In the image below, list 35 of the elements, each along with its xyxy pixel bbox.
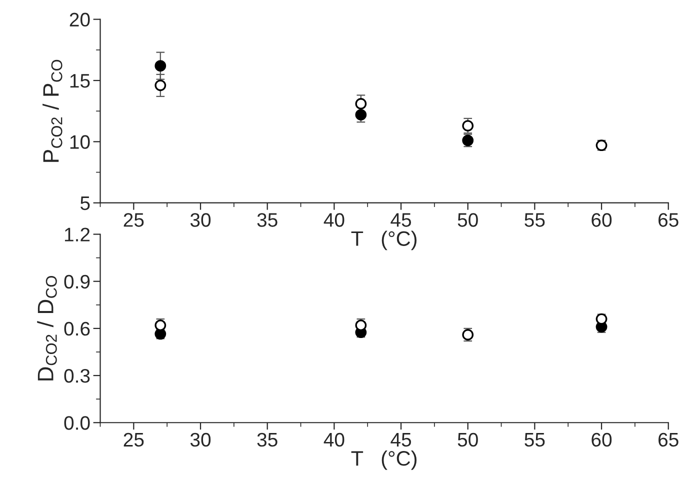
x-tick-label: 25 (124, 213, 144, 227)
y-axis-title: D$_{CO2}$ / D$_{CO}$ (37, 276, 57, 380)
y-tick-label: 20 (70, 12, 90, 27)
point (355, 98, 367, 110)
x-tick-label: 45 (390, 213, 412, 227)
y-axis-title: P$_{CO2}$ / P$_{CO}$ (42, 60, 62, 162)
y-tick-label: 0.6 (64, 322, 90, 336)
x-tick-label: 30 (190, 213, 211, 227)
x-tick-label: 55 (524, 433, 545, 447)
x-tick-label: 60 (592, 432, 612, 447)
point (355, 109, 367, 120)
y-tick-label: 0.3 (64, 369, 90, 383)
y-tick-label: 0.9 (64, 274, 90, 289)
x-tick-label: 65 (658, 432, 678, 447)
x-tick-label: 25 (124, 432, 144, 447)
x-tick-label: 60 (592, 213, 612, 227)
x-tick-label: 30 (190, 432, 211, 447)
x-tick-label: 65 (658, 213, 678, 227)
y-tick-label: 5 (80, 196, 90, 210)
x-tick-label: 45 (390, 433, 412, 447)
y-tick-label: 1.2 (64, 228, 90, 242)
x-tick-label: 35 (257, 432, 278, 447)
x-axis-title: T (°C) (351, 450, 417, 470)
x-tick-label: 35 (257, 213, 278, 227)
x-axis-title: T (°C) (351, 230, 417, 250)
x-tick-label: 50 (458, 213, 478, 227)
y-tick-label: 10 (70, 135, 90, 149)
x-tick-label: 40 (324, 213, 344, 227)
x-tick-label: 50 (458, 432, 478, 447)
x-tick-label: 55 (524, 213, 545, 227)
x-tick-label: 40 (324, 432, 344, 447)
y-tick-label: 15 (70, 74, 90, 88)
point (154, 80, 166, 92)
y-tick-label: 0.0 (64, 416, 90, 430)
point (154, 60, 166, 72)
